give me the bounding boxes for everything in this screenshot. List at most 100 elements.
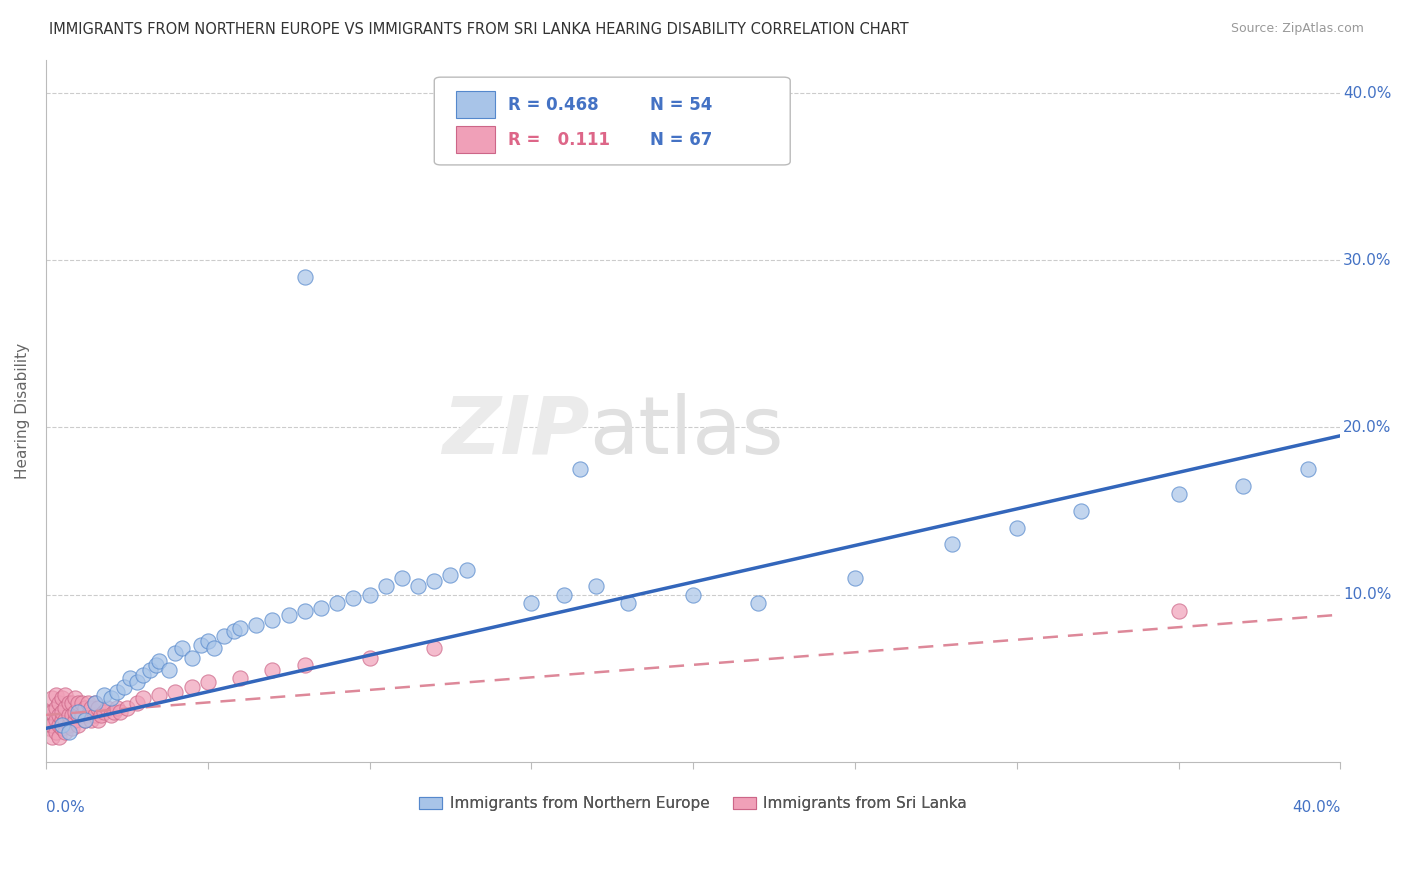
Point [105, 684, 128, 698]
Point [58, 718, 80, 732]
Text: IMMIGRANTS FROM NORTHERN EUROPE VS IMMIGRANTS FROM SRI LANKA HEARING DISABILITY : IMMIGRANTS FROM NORTHERN EUROPE VS IMMIG… [49, 22, 908, 37]
Point [73, 701, 96, 715]
Point [58, 708, 80, 723]
Point [1232, 479, 1254, 493]
Point [38, 722, 60, 736]
Point [41, 730, 63, 744]
Point [190, 638, 212, 652]
Text: 10.0%: 10.0% [1343, 587, 1392, 602]
Point [38, 705, 60, 719]
Point [87, 701, 110, 715]
Point [456, 562, 478, 576]
Point [83, 696, 105, 710]
Point [51, 718, 73, 732]
Point [1167, 604, 1189, 618]
Point [96, 701, 118, 715]
Point [197, 674, 219, 689]
Point [391, 571, 413, 585]
Point [45, 688, 67, 702]
Point [73, 713, 96, 727]
Point [55, 724, 77, 739]
Point [63, 691, 86, 706]
Point [423, 641, 446, 656]
Point [309, 601, 332, 615]
Point [67, 708, 90, 723]
Point [51, 722, 73, 736]
Point [73, 713, 96, 727]
Text: ZIP: ZIP [443, 392, 589, 471]
Point [326, 596, 349, 610]
Point [617, 596, 640, 610]
Point [145, 657, 167, 672]
Point [38, 713, 60, 727]
Point [212, 629, 235, 643]
Point [747, 596, 769, 610]
Point [51, 713, 73, 727]
Point [48, 708, 70, 723]
Point [51, 691, 73, 706]
Point [1070, 504, 1092, 518]
Point [222, 624, 245, 639]
Text: R = 0.468: R = 0.468 [508, 95, 599, 113]
Point [100, 691, 122, 706]
Point [202, 641, 225, 656]
Text: atlas: atlas [589, 392, 785, 471]
Point [48, 718, 70, 732]
Point [165, 646, 187, 660]
Text: 20.0%: 20.0% [1343, 420, 1392, 435]
Point [51, 705, 73, 719]
Point [58, 696, 80, 710]
Point [60, 696, 83, 710]
Point [45, 724, 67, 739]
Text: 40.0%: 40.0% [1292, 800, 1340, 815]
Point [359, 651, 381, 665]
Point [294, 269, 316, 284]
Point [90, 708, 112, 723]
Point [70, 708, 93, 723]
Point [520, 596, 543, 610]
Text: N = 54: N = 54 [651, 95, 713, 113]
Point [229, 621, 252, 635]
Point [138, 663, 160, 677]
Point [294, 604, 316, 618]
Text: 30.0%: 30.0% [1343, 252, 1392, 268]
Point [63, 705, 86, 719]
Point [77, 708, 100, 723]
Point [439, 567, 461, 582]
Point [110, 705, 132, 719]
Point [63, 713, 86, 727]
Point [148, 688, 170, 702]
Point [359, 588, 381, 602]
Point [80, 713, 103, 727]
Point [70, 696, 93, 710]
Point [844, 571, 866, 585]
Point [48, 730, 70, 744]
Point [245, 617, 267, 632]
Point [197, 634, 219, 648]
Point [93, 688, 115, 702]
Point [170, 641, 193, 656]
Point [67, 718, 90, 732]
Point [262, 663, 284, 677]
Point [60, 708, 83, 723]
Point [941, 537, 963, 551]
Point [374, 579, 396, 593]
FancyBboxPatch shape [457, 127, 495, 153]
Point [342, 591, 364, 605]
Point [93, 705, 115, 719]
Point [105, 701, 128, 715]
Point [125, 696, 148, 710]
Point [60, 722, 83, 736]
Point [115, 701, 138, 715]
Y-axis label: Hearing Disability: Hearing Disability [15, 343, 30, 479]
Point [41, 718, 63, 732]
Point [58, 724, 80, 739]
Point [87, 713, 110, 727]
Point [1005, 521, 1028, 535]
Point [132, 691, 155, 706]
Point [45, 713, 67, 727]
Point [1296, 462, 1319, 476]
Point [83, 696, 105, 710]
Point [55, 713, 77, 727]
Point [48, 696, 70, 710]
